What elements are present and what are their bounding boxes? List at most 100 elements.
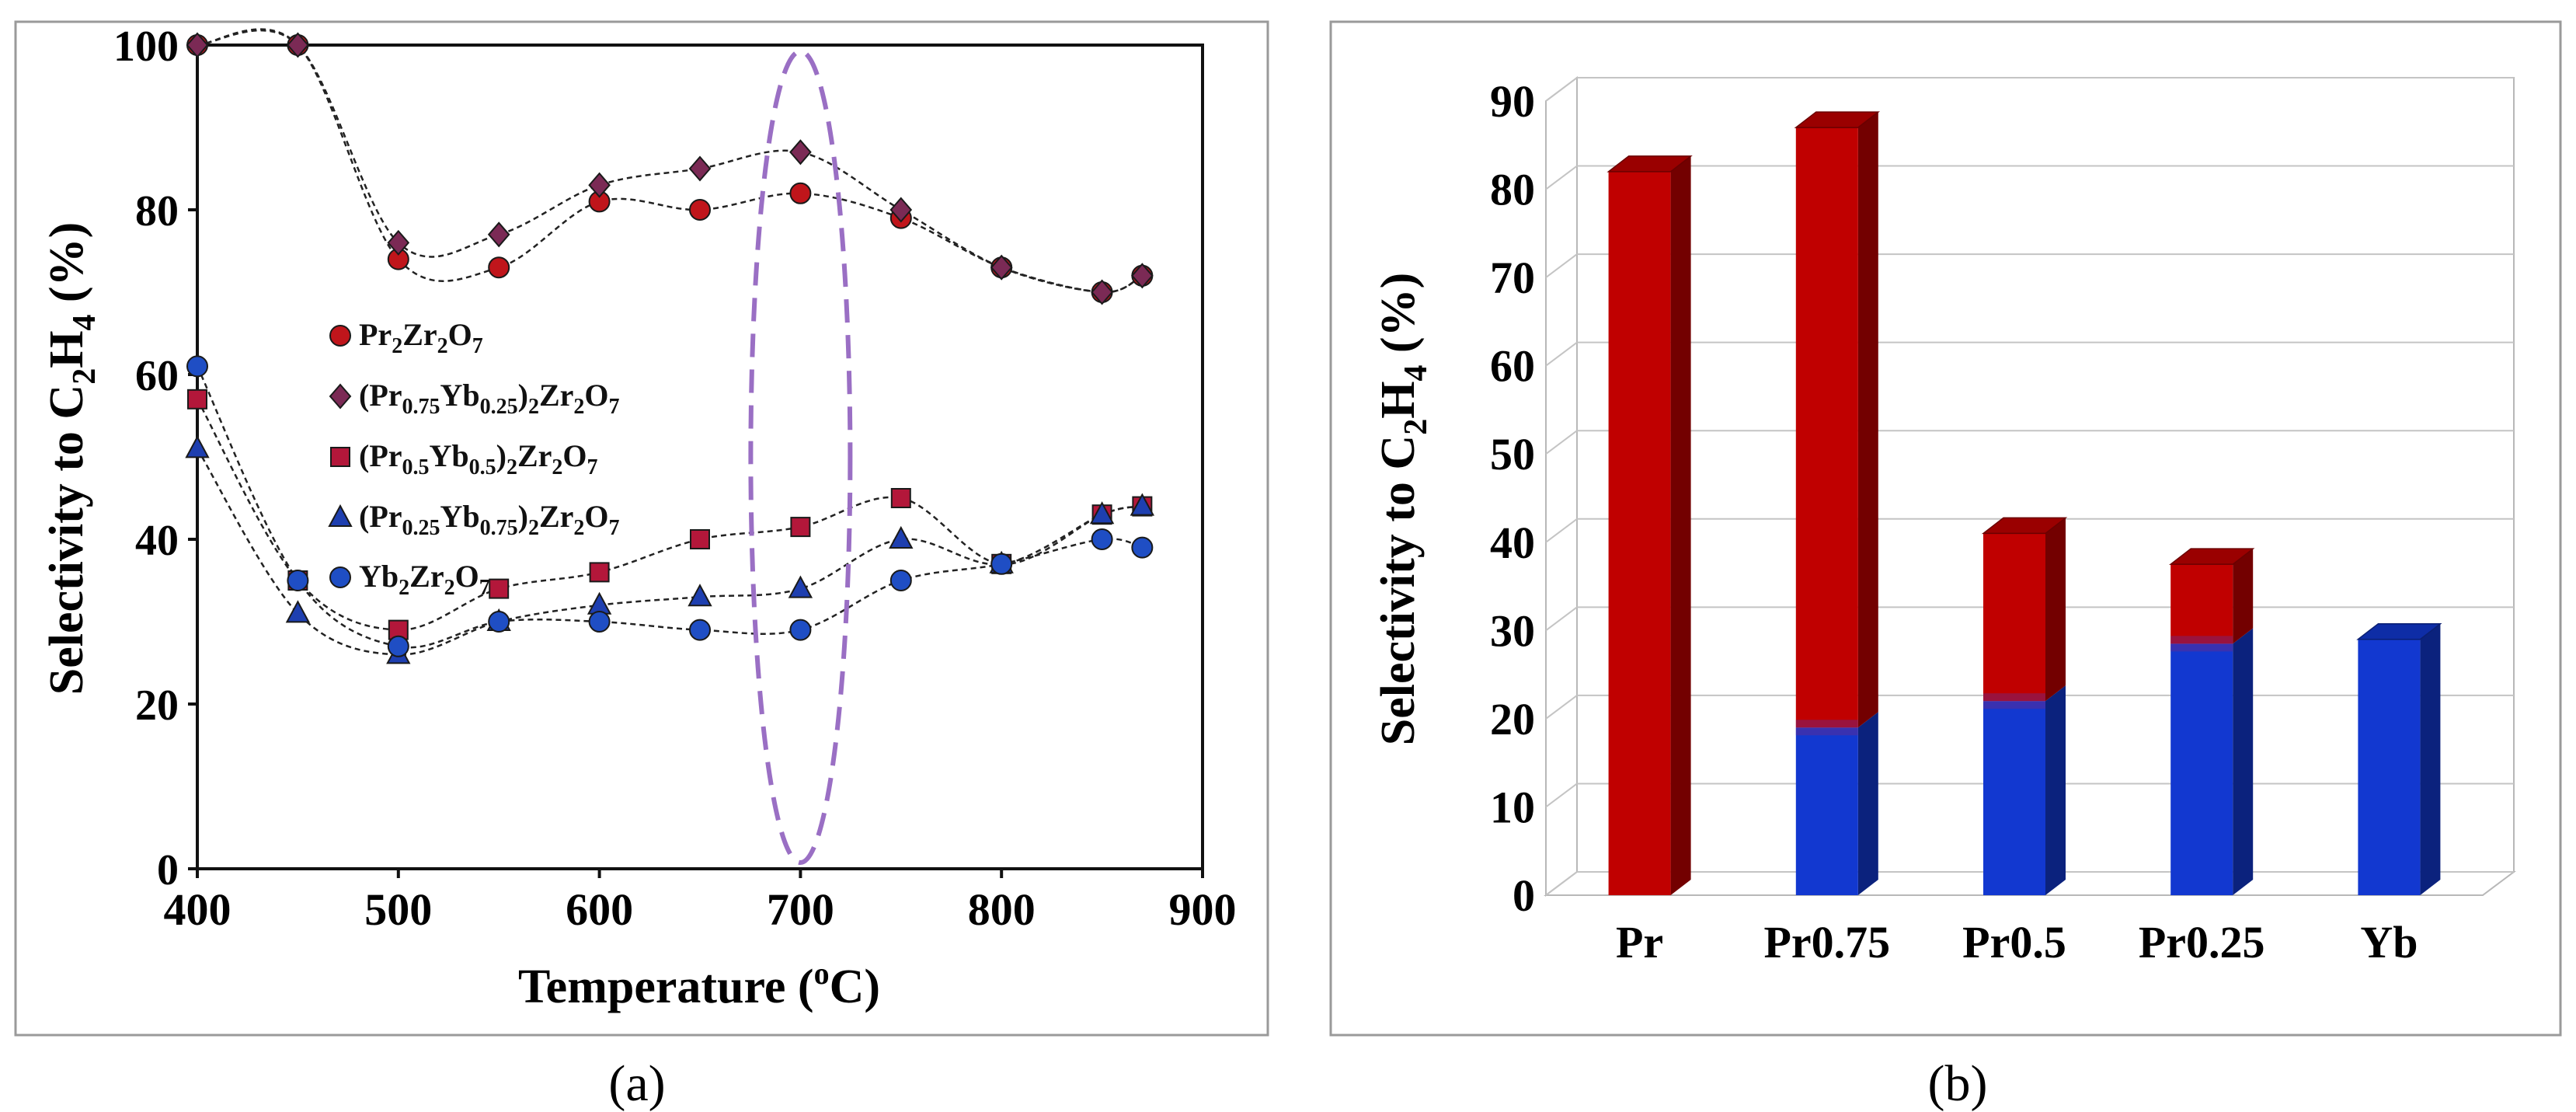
bar-segment-pr-front [1983,533,2045,702]
data-point [690,529,710,549]
y-tick-label: 30 [1490,605,1535,656]
y-tick-label: 80 [135,187,179,235]
data-point [688,155,712,182]
x-tick-label: 600 [566,884,633,935]
gridline-side [1545,430,1578,455]
bar-top [1981,517,2068,535]
legend-marker [329,566,351,588]
data-point [588,172,611,198]
legend-label: (Pr0.5Yb0.5)2Zr2O7 [359,438,598,479]
data-point [790,517,811,538]
data-point [187,389,207,410]
data-point [688,584,712,607]
data-point [990,553,1013,575]
legend-label: (Pr0.75Yb0.25)2Zr2O7 [359,378,620,419]
bar-top [1794,111,1881,128]
panel-a-label: (a) [608,1055,665,1112]
data-point [186,32,209,58]
category-label: Pr0.25 [2139,917,2265,967]
panel-b-y-axis-title: Selectivity to C2H4 (%) [1372,273,1434,745]
y-tick-label: 0 [157,846,179,894]
panel-a-y-ticks: 0 20 40 60 80 100 [113,23,197,894]
bar-top [2168,548,2255,565]
y-tick-label: 40 [1490,518,1535,568]
y-tick-label: 60 [1490,341,1535,392]
data-point [1131,263,1154,289]
legend-label: Yb2Zr2O7 [359,559,490,600]
x-tick-label: 700 [767,884,834,935]
bar-segment-yb [1983,685,2066,895]
x-tick-label: 500 [364,884,432,935]
gridline-side [1545,165,1578,190]
data-point [689,199,711,221]
bar-segment-pr [1608,155,1691,895]
panel-b-label: (b) [1928,1055,1988,1112]
data-point [488,611,510,633]
x-tick-label: 400 [164,884,231,935]
category-label: Pr [1616,917,1663,967]
panel-b-bars [1607,111,2442,895]
data-point [889,570,912,591]
gridline-side [1545,783,1578,808]
segment-blend [1795,720,1858,736]
data-point [689,619,711,641]
bar-segment-pr-front [1608,171,1671,895]
data-point [990,254,1013,281]
data-point [1089,501,1115,525]
y-tick-label: 0 [1513,870,1535,921]
side-wall [1545,76,1578,897]
bar-segment-yb-side [2233,628,2254,895]
x-tick-label: 800 [968,884,1036,935]
y-tick-label: 10 [1490,782,1535,832]
bar-segment-pr-side [2233,549,2254,644]
panel-a-x-ticks: 400 500 600 700 800 900 [164,869,1237,935]
data-point [1131,536,1154,559]
panel-a-plot-area [196,44,1204,870]
data-point [186,355,208,378]
legend-label: Pr2Zr2O7 [359,317,483,358]
bar-segment-yb-front [1795,727,1858,895]
data-point [489,578,510,599]
y-tick-label: 40 [135,517,179,565]
y-tick-label: 60 [135,352,179,400]
data-point [185,435,210,458]
bar-segment-pr-side [1857,112,1878,728]
bar-segment-pr-side [1670,155,1691,895]
bar-segment-yb [2170,628,2254,895]
data-point [789,182,812,204]
segment-blend [2170,636,2233,652]
data-point [487,221,510,248]
gridline-side [1545,253,1578,278]
data-point [285,600,311,623]
bar-segment-yb [1795,712,1878,895]
bar-segment-yb [2358,623,2441,895]
legend-marker [328,504,353,527]
bar-segment-pr [2170,549,2254,644]
legend-marker [329,325,351,347]
category-label: Pr0.75 [1763,917,1890,967]
bar-segment-yb-side [2045,685,2066,895]
bar-segment-yb-front [2358,639,2421,895]
data-point [287,570,309,591]
legend-marker [329,383,352,410]
panel-a-y-axis-title: Selectivity to C2H4 (%) [40,222,103,695]
data-point [789,619,812,641]
y-tick-label: 90 [1490,76,1535,127]
bar-top [2356,622,2442,640]
data-point [387,229,410,256]
bar-segment-yb-front [1983,701,2045,895]
bar-segment-pr [1795,112,1878,728]
y-tick-label: 80 [1490,165,1535,215]
data-point [1091,279,1113,305]
category-label: Pr0.5 [1962,917,2066,967]
data-point [788,575,813,598]
data-point [889,197,913,223]
legend-marker [330,447,350,467]
gridline-side [1545,871,1578,896]
data-point [890,488,911,508]
series-curve [197,28,1143,294]
panel-a-markers [185,32,1155,664]
panel-a-frame [14,20,1269,1037]
bar-segment-pr-side [2045,518,2066,702]
